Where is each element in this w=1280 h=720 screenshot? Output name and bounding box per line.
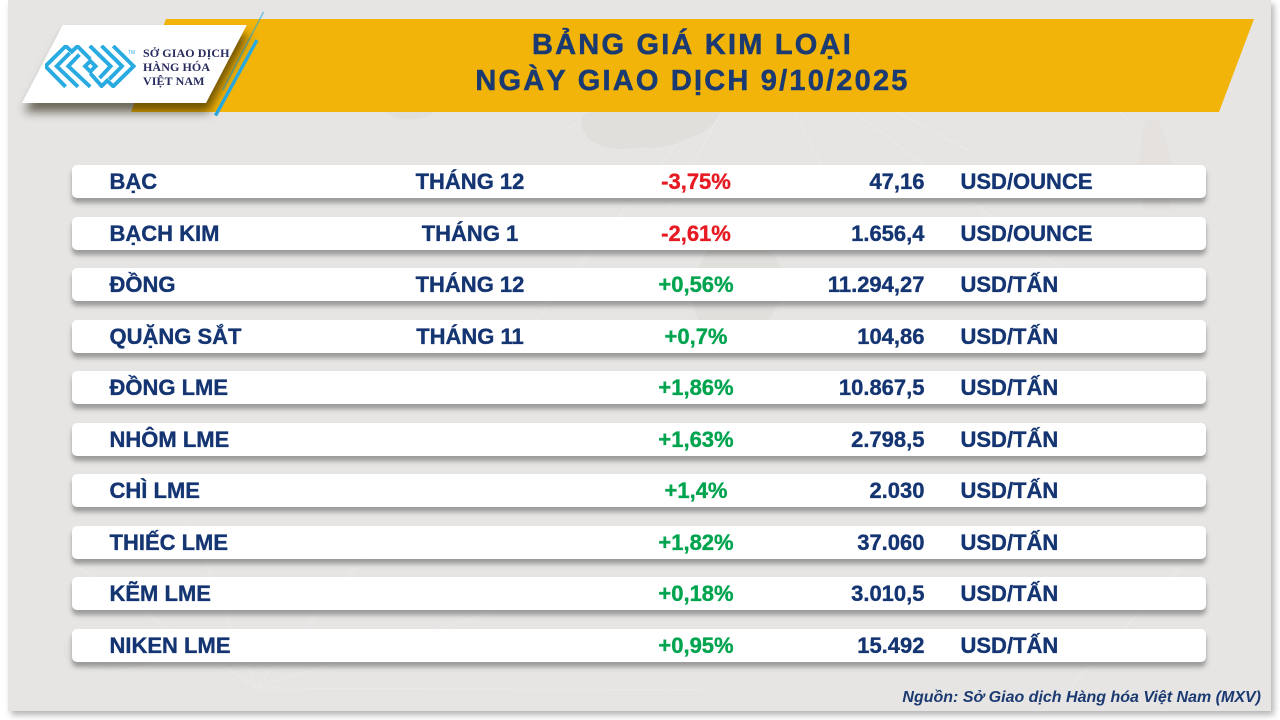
svg-text:TM: TM	[128, 50, 135, 56]
